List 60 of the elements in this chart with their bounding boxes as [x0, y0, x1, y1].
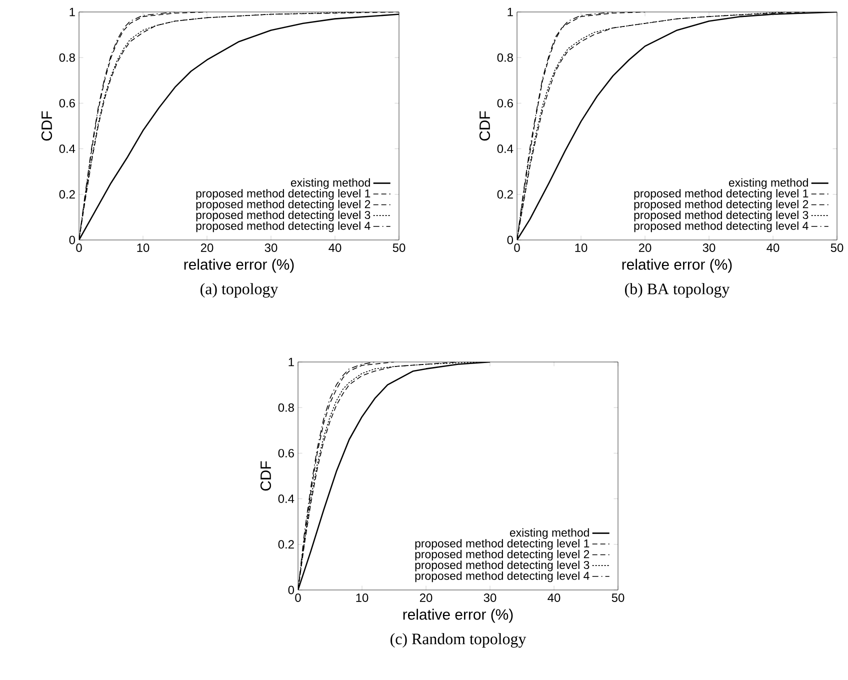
y-tick-label: 0 — [288, 586, 294, 594]
y-tick-label: 0.2 — [278, 540, 294, 549]
legend-label: existing method — [290, 178, 370, 189]
legend-label: proposed method detecting level 2 — [196, 200, 370, 211]
legend-label: proposed method detecting level 2 — [634, 200, 808, 211]
x-tick-label: 50 — [830, 244, 844, 252]
y-tick-label: 0.8 — [278, 403, 294, 412]
y-tick-label: 0.6 — [278, 448, 294, 458]
x-tick-label: 0 — [295, 594, 301, 602]
x-tick-label: 20 — [638, 244, 652, 252]
text: (c) Random topology — [390, 633, 526, 648]
x-tick-label: 20 — [200, 244, 214, 252]
x-tick-label: 30 — [264, 244, 278, 252]
legend-label: proposed method detecting level 4 — [196, 221, 370, 232]
legend-label: proposed method detecting level 3 — [415, 560, 590, 572]
y-tick-label: 1 — [70, 8, 75, 16]
x-tick-label: 10 — [137, 244, 150, 252]
x-tick-label: 40 — [328, 244, 342, 252]
x-tick-label: 50 — [392, 244, 406, 252]
x-axis-title: relative error (%) — [184, 258, 294, 273]
legend-label: proposed method detecting level 4 — [634, 221, 808, 232]
legend-label: proposed method detecting level 3 — [196, 210, 370, 222]
legend-label: proposed method detecting level 1 — [634, 189, 808, 200]
x-tick-label: 10 — [356, 594, 368, 602]
y-tick-label: 1 — [508, 8, 513, 16]
x-tick-label: 0 — [514, 244, 520, 252]
y-tick-label: 0.6 — [59, 98, 75, 108]
y-tick-label: 0.8 — [497, 53, 513, 62]
x-tick-label: 40 — [548, 594, 560, 602]
y-tick-label: 0 — [507, 236, 514, 244]
legend-label: proposed method detecting level 1 — [415, 539, 590, 550]
y-tick-label: 1 — [288, 358, 294, 366]
y-tick-label: 0.2 — [497, 190, 513, 199]
x-tick-label: 50 — [612, 594, 624, 602]
x-tick-label: 30 — [484, 594, 496, 602]
text: (a) topology — [200, 283, 278, 298]
y-tick-label: 0.4 — [278, 494, 294, 504]
x-tick-label: 10 — [575, 244, 588, 252]
legend-label: proposed method detecting level 4 — [415, 571, 590, 582]
legend-label: existing method — [728, 178, 808, 189]
x-tick-label: 40 — [766, 244, 780, 252]
y-tick-label: 0.4 — [497, 144, 514, 154]
legend-label: proposed method detecting level 3 — [634, 210, 808, 222]
x-axis-title: relative error (%) — [622, 258, 732, 273]
y-axis-title: CDF — [260, 461, 272, 491]
y-axis-title: CDF — [41, 111, 52, 141]
x-tick-label: 20 — [420, 594, 432, 602]
y-axis-title: CDF — [479, 111, 490, 141]
y-tick-label: 0.2 — [59, 190, 75, 199]
x-tick-label: 0 — [76, 244, 82, 252]
x-tick-label: 30 — [702, 244, 716, 252]
legend-label: proposed method detecting level 1 — [196, 189, 370, 200]
y-tick-label: 0 — [69, 236, 76, 244]
y-tick-label: 0.8 — [59, 53, 75, 62]
text: (b) BA topology — [625, 283, 730, 298]
legend-label: existing method — [510, 528, 589, 539]
legend-label: proposed method detecting level 2 — [415, 550, 590, 561]
y-tick-label: 0.4 — [59, 144, 76, 154]
x-axis-title: relative error (%) — [403, 608, 513, 623]
y-tick-label: 0.6 — [497, 98, 513, 108]
